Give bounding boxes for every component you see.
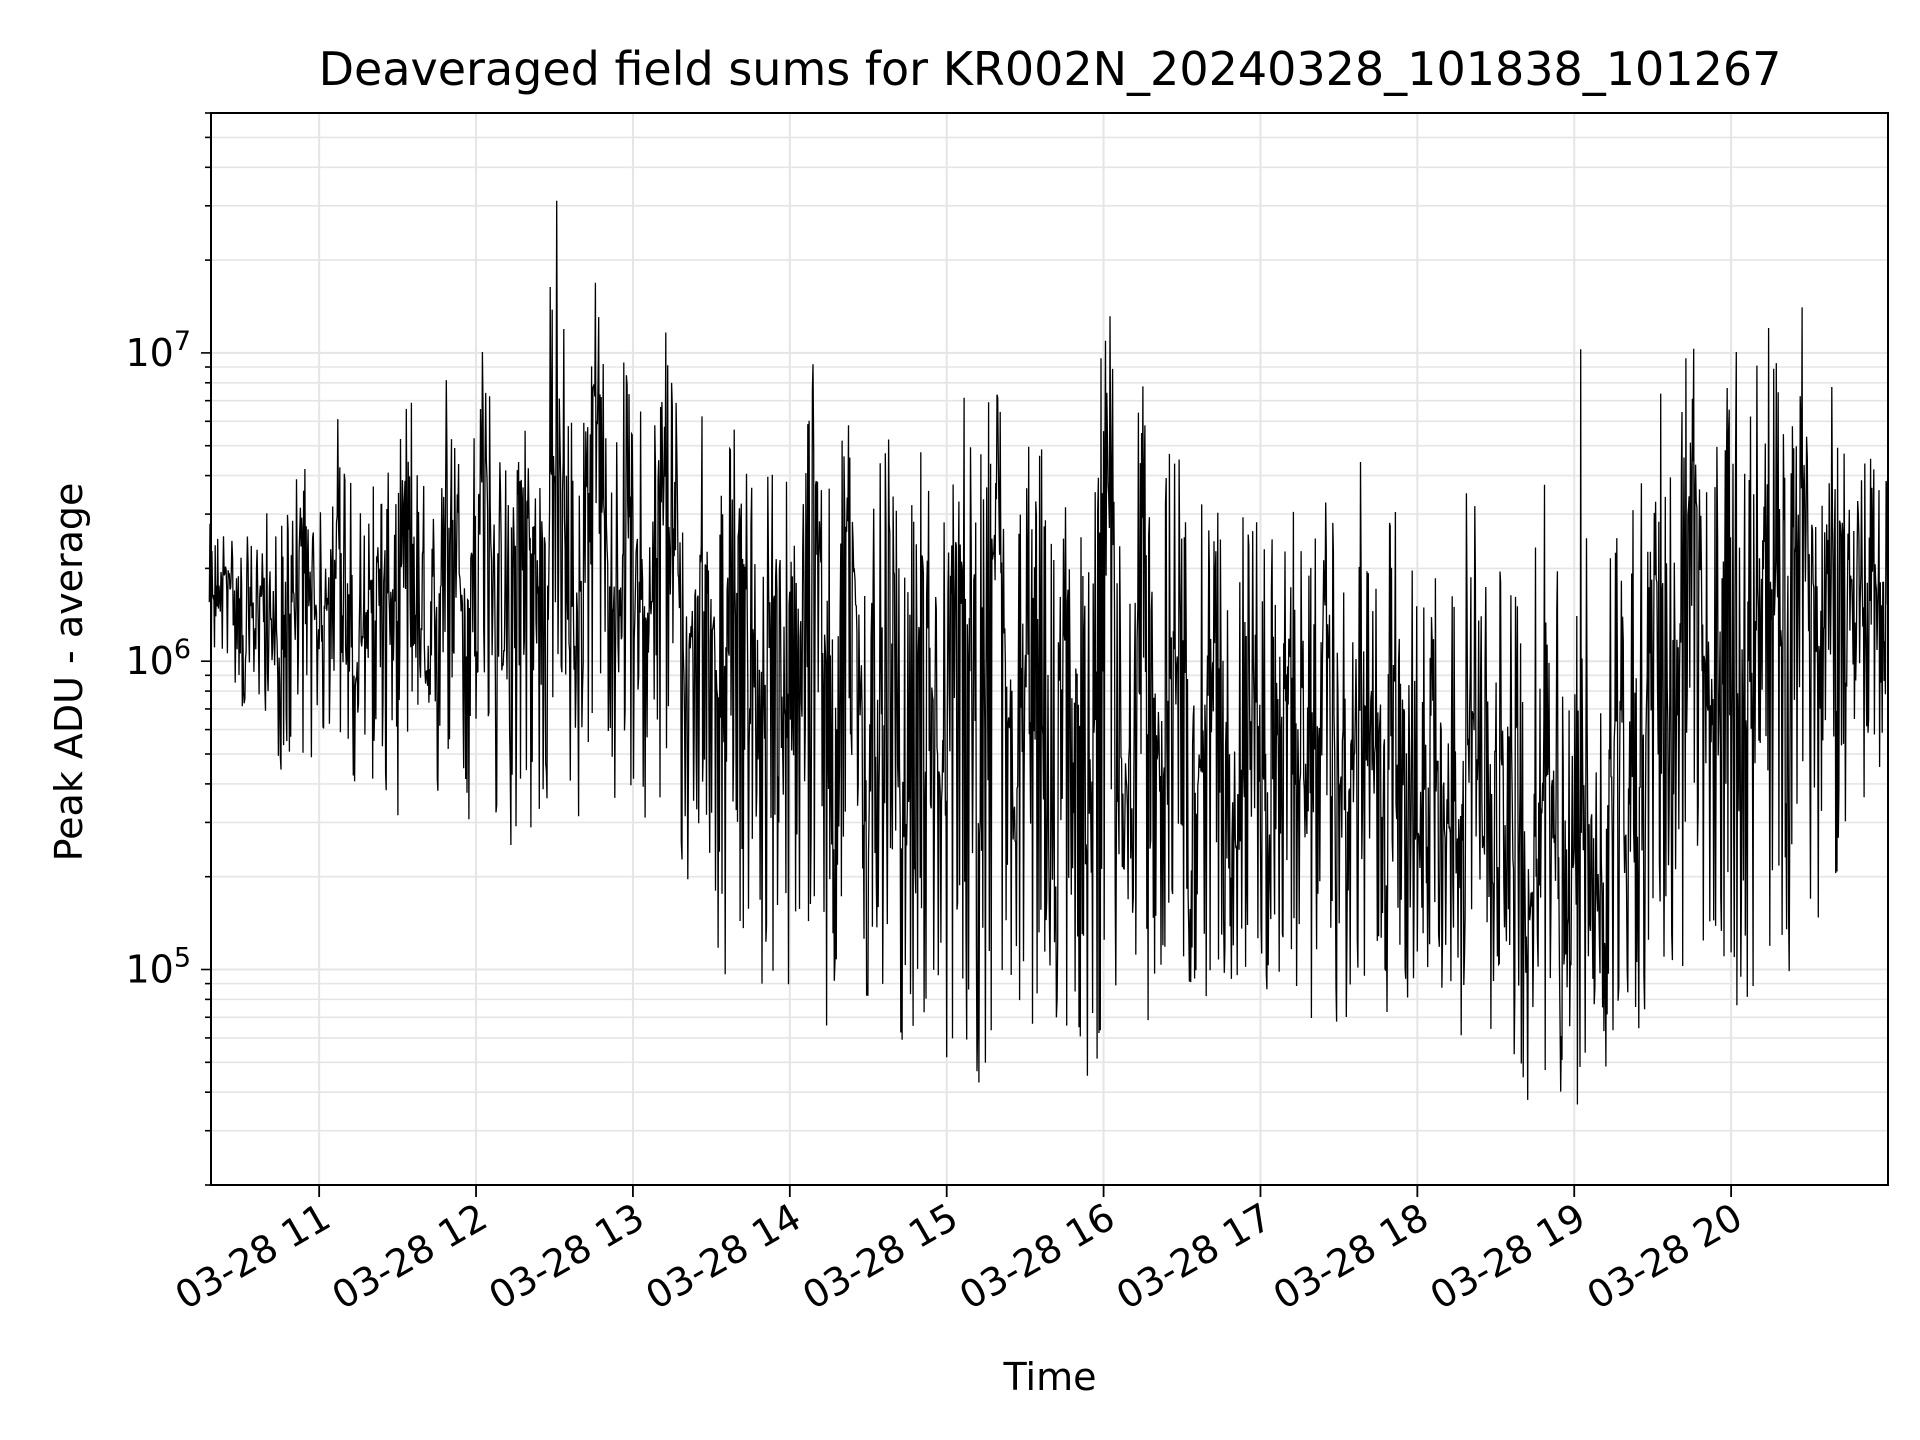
x-tick-label: 03-28 13 <box>481 1195 651 1319</box>
x-tick-label: 03-28 18 <box>1266 1195 1436 1319</box>
chart-title: Deaveraged field sums for KR002N_2024032… <box>318 42 1782 96</box>
x-tick-label: 03-28 11 <box>168 1195 338 1319</box>
x-tick-label: 03-28 19 <box>1423 1195 1593 1319</box>
y-tick-label: 106 <box>125 634 191 683</box>
y-tick-label: 107 <box>125 326 191 375</box>
x-tick-label: 03-28 14 <box>638 1195 808 1319</box>
x-tick-label: 03-28 16 <box>952 1195 1122 1319</box>
x-tick-label: 03-28 15 <box>795 1195 965 1319</box>
x-tick-label: 03-28 12 <box>325 1195 495 1319</box>
y-tick-label: 105 <box>125 943 191 992</box>
x-tick-label: 03-28 20 <box>1580 1195 1750 1319</box>
plot-frame <box>210 112 1889 1186</box>
series-line <box>208 200 1889 1105</box>
data-series <box>208 200 1889 1105</box>
x-axis-label: Time <box>1003 1355 1097 1399</box>
x-tick-label: 03-28 17 <box>1109 1195 1279 1319</box>
